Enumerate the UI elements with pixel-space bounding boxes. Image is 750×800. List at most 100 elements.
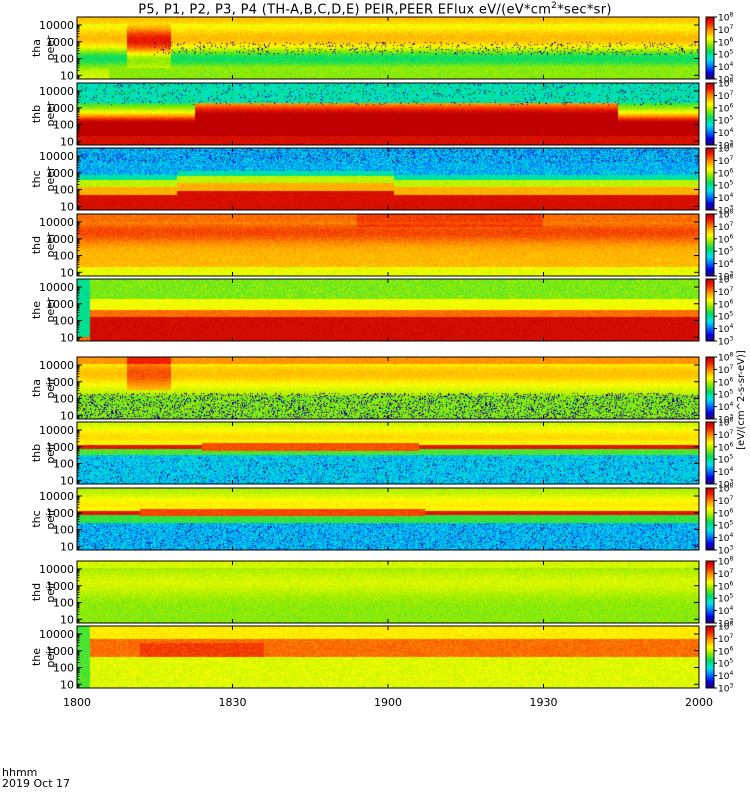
colorbar-tick-label: 103 <box>718 545 733 557</box>
y-tick-label: 1000 <box>46 441 74 454</box>
y-tick-label: 10 <box>60 678 74 691</box>
colorbar <box>705 82 715 146</box>
colorbar-tick-label: 108 <box>718 143 733 155</box>
y-tick-label: 100 <box>53 119 74 132</box>
y-tick-label: 100 <box>53 250 74 263</box>
y-tick-label: 1000 <box>46 580 74 593</box>
x-tick-label: 1930 <box>530 696 558 709</box>
colorbar-tick-label: 103 <box>718 271 733 283</box>
y-tick-label: 100 <box>53 662 74 675</box>
colorbar-tick-label: 108 <box>718 78 733 90</box>
colorbar-tick-label: 103 <box>718 336 733 348</box>
y-tick-label: 100 <box>53 524 74 537</box>
x-tick-label: 2000 <box>685 696 713 709</box>
y-tick-label: 10000 <box>39 85 74 98</box>
title-superscript: 2 <box>551 1 558 11</box>
colorbar-tick-label: 106 <box>718 36 733 48</box>
colorbar-tick-label: 107 <box>718 568 733 580</box>
colorbar-tick-label: 105 <box>718 389 733 401</box>
colorbar-tick-label: 104 <box>718 127 733 139</box>
x-tick-label: 1800 <box>63 696 91 709</box>
spectrogram-thb-peir <box>77 422 699 484</box>
y-tick-label: 1000 <box>46 102 74 115</box>
colorbar-tick-label: 105 <box>718 593 733 605</box>
y-tick-label: 10 <box>60 331 74 344</box>
y-tick-label: 100 <box>53 53 74 66</box>
spectrogram-thb-peer <box>77 83 699 145</box>
colorbar-tick-label: 106 <box>718 441 733 453</box>
colorbar-tick-label: 106 <box>718 102 733 114</box>
panel-label-species: peir <box>44 377 57 399</box>
colorbar-tick-label: 104 <box>718 192 733 204</box>
panel-label-species: peer <box>44 166 57 192</box>
date-label: 2019 Oct 17 <box>2 777 71 790</box>
colorbar-tick-label: 105 <box>718 49 733 61</box>
y-tick-label: 100 <box>53 597 74 610</box>
colorbar-tick-label: 108 <box>718 556 733 568</box>
colorbar-tick-label: 107 <box>718 155 733 167</box>
colorbar-tick-label: 104 <box>718 401 733 413</box>
colorbar-tick-label: 105 <box>718 454 733 466</box>
x-axis-unit-label: hhmm <box>2 766 38 779</box>
colorbar-tick-label: 108 <box>718 352 733 364</box>
colorbar-tick-label: 106 <box>718 233 733 245</box>
y-tick-label: 10000 <box>39 490 74 503</box>
y-tick-label: 10000 <box>39 281 74 294</box>
y-tick-label: 10000 <box>39 216 74 229</box>
colorbar <box>705 147 715 211</box>
colorbar-tick-label: 107 <box>718 429 733 441</box>
spectrogram-the-peer <box>77 279 699 341</box>
panel-label-species: peir <box>44 581 57 603</box>
colorbar-tick-label: 108 <box>718 209 733 221</box>
panel-label-probe: thc <box>30 170 43 187</box>
colorbar-tick-label: 108 <box>718 417 733 429</box>
colorbar-tick-label: 106 <box>718 507 733 519</box>
panel-label-probe: the <box>30 301 43 319</box>
panel-label-probe: the <box>30 648 43 666</box>
y-tick-label: 1000 <box>46 298 74 311</box>
y-tick-label: 1000 <box>46 36 74 49</box>
y-tick-label: 100 <box>53 315 74 328</box>
colorbar-tick-label: 103 <box>718 74 733 86</box>
colorbar-tick-label: 107 <box>718 90 733 102</box>
chart-title: P5, P1, P2, P3, P4 (TH-A,B,C,D,E) PEIR,P… <box>0 1 750 17</box>
colorbar <box>705 213 715 277</box>
colorbar-tick-label: 103 <box>718 479 733 491</box>
spectrogram-thd-peir <box>77 561 699 623</box>
colorbar-tick-label: 104 <box>718 605 733 617</box>
panel-label-probe: tha <box>30 39 43 57</box>
y-tick-label: 1000 <box>46 645 74 658</box>
colorbar <box>705 625 715 689</box>
colorbar-tick-label: 107 <box>718 221 733 233</box>
panel-label-probe: thd <box>30 236 43 254</box>
colorbar-tick-label: 103 <box>718 140 733 152</box>
y-tick-label: 10 <box>60 474 74 487</box>
colorbar-label: [eV/(cm^2-s-sr-eV)] <box>736 350 747 450</box>
panel-label-species: peir <box>44 646 57 668</box>
x-tick-label: 1900 <box>374 696 402 709</box>
colorbar-tick-label: 107 <box>718 286 733 298</box>
y-tick-label: 10000 <box>39 150 74 163</box>
panel-label-species: peir <box>44 508 57 530</box>
colorbar-tick-label: 105 <box>718 520 733 532</box>
colorbar-tick-label: 104 <box>718 323 733 335</box>
panel-label-species: peer <box>44 297 57 323</box>
colorbar-tick-label: 107 <box>718 24 733 36</box>
y-tick-label: 10 <box>60 135 74 148</box>
y-tick-label: 1000 <box>46 233 74 246</box>
title-text: P5, P1, P2, P3, P4 (TH-A,B,C,D,E) PEIR,P… <box>138 2 552 18</box>
x-tick-label: 1830 <box>219 696 247 709</box>
colorbar-tick-label: 108 <box>718 12 733 24</box>
spectrogram-the-peir <box>77 626 699 688</box>
colorbar <box>705 560 715 624</box>
colorbar-tick-label: 103 <box>718 683 733 695</box>
colorbar-tick-label: 107 <box>718 364 733 376</box>
y-tick-label: 10 <box>60 69 74 82</box>
